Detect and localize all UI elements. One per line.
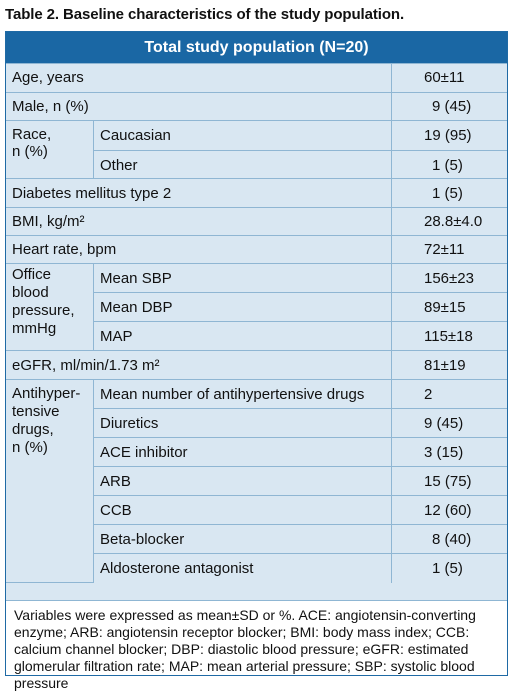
row-value: 156±23 [392,264,507,293]
table-row: Age, years 60±11 [6,64,507,93]
baseline-table: Total study population (N=20) Age, years… [6,32,507,583]
row-value: 2 [392,380,507,409]
row-value: 8 (40) [392,525,507,554]
table-row: Antihyper-tensive drugs, n (%) Mean number… [6,380,507,583]
row-sublabel: Mean number of antihypertensive drugs [94,380,392,409]
row-value: 60±11 [392,64,507,93]
table-row: Male, n (%) 9 (45) [6,93,507,121]
row-sublabel: ARB [94,467,392,496]
table-row: ACE inhibitor 3 (15) [6,438,507,467]
table-row: ARB 15 (75) [6,467,507,496]
row-sublabel: Other [94,151,392,179]
row-sublabel: CCB [94,496,392,525]
table-row: MAP 115±18 [6,322,507,351]
row-value: 9 (45) [392,409,507,438]
table-row: Race, n (%) Caucasian 19 (95) [6,121,507,179]
table-row: Office blood pressure, mmHg Mean SBP 156±23 [6,264,507,351]
row-value: 89±15 [392,293,507,322]
office-bp-label: Office blood pressure, mmHg [6,264,94,351]
row-value: 19 (95) [392,121,507,151]
row-value: 115±18 [392,322,507,351]
row-value: 81±19 [392,351,507,380]
row-value: 1 (5) [432,560,463,577]
row-label: Diabetes mellitus type 2 [6,179,392,208]
row-label: BMI, kg/m² [6,208,392,236]
table-panel: Total study population (N=20) Age, years… [5,31,508,691]
row-value: 12 (60) [392,496,507,525]
row-value: 15 (75) [392,467,507,496]
row-sublabel: Mean DBP [94,293,392,322]
row-value: 1 (5) [392,151,507,179]
table-row: Other 1 (5) [6,151,507,179]
table-row: CCB 12 (60) [6,496,507,525]
row-sublabel: Mean SBP [94,264,392,293]
table-row: Mean DBP 89±15 [6,293,507,322]
row-value: 9 (45) [392,93,507,121]
table-header: Total study population (N=20) [6,32,507,64]
table-row: eGFR, ml/min/1.73 m² 81±19 [6,351,507,380]
table-row: Heart rate, bpm 72±11 [6,236,507,264]
table-row: Diuretics 9 (45) [6,409,507,438]
table-row: Aldosterone antagonist 1 (5) [6,554,507,583]
row-label: eGFR, ml/min/1.73 m² [6,351,392,380]
row-value: 72±11 [392,236,507,264]
table-caption: Table 2. Baseline characteristics of the… [5,6,405,23]
row-label: Male, n (%) [6,93,392,121]
row-label: Heart rate, bpm [6,236,392,264]
row-sublabel: Caucasian [94,121,392,151]
race-label: Race, n (%) [6,121,94,179]
row-sublabel: Aldosterone antagonist [94,554,392,583]
table-footnote: Variables were expressed as mean±SD or %… [6,600,507,691]
row-sublabel: Beta-blocker [94,525,392,554]
row-value: 1 (5) [392,179,507,208]
table-row: Diabetes mellitus type 2 1 (5) [6,179,507,208]
table-row: Beta-blocker 8 (40) [6,525,507,554]
row-sublabel: MAP [94,322,392,351]
table-row: BMI, kg/m² 28.8±4.0 [6,208,507,236]
row-value: 28.8±4.0 [392,208,507,236]
row-sublabel: ACE inhibitor [94,438,392,467]
table-header-row: Total study population (N=20) [6,32,507,64]
row-value: 3 (15) [392,438,507,467]
drugs-label: Antihyper-tensive drugs, n (%) [6,380,94,583]
row-sublabel: Diuretics [94,409,392,438]
row-label: Age, years [6,64,392,93]
